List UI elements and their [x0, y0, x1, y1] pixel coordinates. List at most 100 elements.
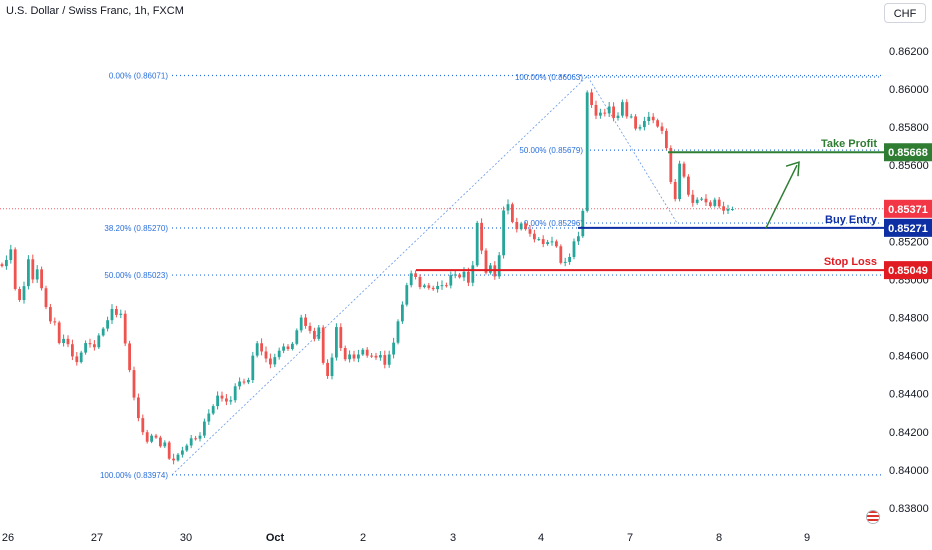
candle-body: [550, 241, 554, 243]
candle-body: [242, 381, 246, 383]
current-price-tag: [884, 199, 932, 218]
candle-body: [423, 285, 426, 288]
y-tick-label: 0.85800: [889, 122, 929, 134]
candle-body: [431, 287, 435, 290]
candle-body: [106, 320, 109, 329]
candle-body: [612, 106, 615, 118]
candle-body: [607, 106, 611, 114]
candle-body: [629, 116, 633, 118]
candle-body: [119, 313, 123, 315]
candle-body: [66, 338, 70, 345]
candle-body: [414, 273, 417, 277]
fib-level-label: 38.20% (0.85270): [104, 224, 168, 233]
candle-body: [475, 222, 479, 266]
candle-body: [18, 288, 21, 301]
candle-body: [9, 249, 13, 261]
candle-body: [458, 274, 461, 278]
candle-body: [128, 343, 131, 371]
price-tag-label: 0.85668: [888, 147, 928, 159]
candle-body: [5, 260, 8, 267]
candle-body: [154, 435, 158, 438]
candle-body: [97, 335, 101, 348]
candle-body: [546, 242, 549, 245]
candle-body: [115, 308, 118, 315]
chart-title: U.S. Dollar / Swiss Franc, 1h, FXCM: [6, 5, 184, 17]
fib-level-label: 0.00% (0.86071): [109, 71, 168, 80]
candle-body: [198, 435, 202, 439]
candle-body: [84, 343, 87, 353]
candle-body: [247, 380, 250, 383]
candle-body: [383, 355, 387, 365]
candle-body: [291, 343, 294, 349]
candle-body: [181, 450, 184, 455]
candle-body: [277, 350, 281, 358]
candle-body: [185, 445, 189, 451]
candle-body: [379, 355, 382, 358]
candle-body: [537, 239, 541, 241]
candle-body: [251, 355, 255, 381]
candle-body: [159, 437, 162, 447]
candle-body: [625, 102, 629, 117]
projection-arrow-line: [765, 164, 798, 229]
x-tick-label: 2: [360, 532, 366, 544]
candle-body: [308, 325, 312, 331]
candle-body: [229, 400, 233, 402]
y-tick-label: 0.86200: [889, 46, 929, 58]
candle-body: [141, 418, 145, 433]
candle-body: [590, 92, 593, 105]
candle-body: [682, 163, 686, 177]
candle-body: [44, 288, 48, 308]
candle-body: [559, 246, 563, 263]
candle-body: [541, 239, 545, 245]
candle-body: [273, 357, 277, 365]
candle-body: [700, 198, 703, 200]
candle-body: [467, 271, 470, 283]
y-tick-label: 0.84200: [889, 427, 929, 439]
candle-body: [634, 116, 637, 129]
candle-body: [660, 126, 664, 131]
candle-body: [352, 354, 356, 359]
candle-body: [669, 148, 673, 182]
candle-body: [691, 194, 695, 203]
candle-body: [304, 317, 307, 326]
candle-body: [163, 442, 167, 447]
candle-body: [502, 210, 505, 256]
candle-body: [572, 241, 576, 257]
candle-body: [440, 285, 444, 287]
fib-level-label: 100.00% (0.86063): [515, 73, 583, 82]
candle-body: [515, 221, 519, 230]
candle-body: [480, 222, 483, 251]
candle-body: [123, 313, 127, 344]
x-tick-label: 3: [450, 532, 456, 544]
level-label: Buy Entry: [825, 214, 878, 226]
candle-body: [317, 327, 321, 339]
candle-body: [731, 208, 734, 210]
candle-body: [203, 421, 206, 436]
candle-body: [53, 321, 57, 323]
projection-arrow-head: [785, 161, 800, 177]
candle-body: [211, 406, 215, 414]
candle-body: [453, 274, 457, 276]
fib-level-label: 50.00% (0.85023): [104, 271, 168, 280]
candle-body: [313, 330, 316, 339]
candle-body: [348, 354, 351, 360]
candle-body: [418, 276, 422, 288]
y-tick-label: 0.83800: [889, 503, 929, 515]
candle-body: [616, 115, 620, 118]
candle-body: [374, 355, 378, 358]
candle-body: [13, 249, 17, 289]
currency-button[interactable]: CHF: [884, 3, 926, 23]
level-label: Take Profit: [821, 138, 877, 150]
candle-body: [524, 223, 527, 230]
x-tick-label: 27: [91, 532, 103, 544]
candle-body: [519, 223, 523, 230]
candle-body: [260, 343, 263, 352]
x-tick-label: 8: [716, 532, 722, 544]
candle-body: [93, 344, 96, 348]
price-tag: [884, 143, 932, 162]
y-tick-label: 0.85200: [889, 236, 929, 248]
candle-body: [563, 261, 567, 263]
candle-body: [506, 204, 510, 211]
candle-body: [462, 271, 466, 278]
